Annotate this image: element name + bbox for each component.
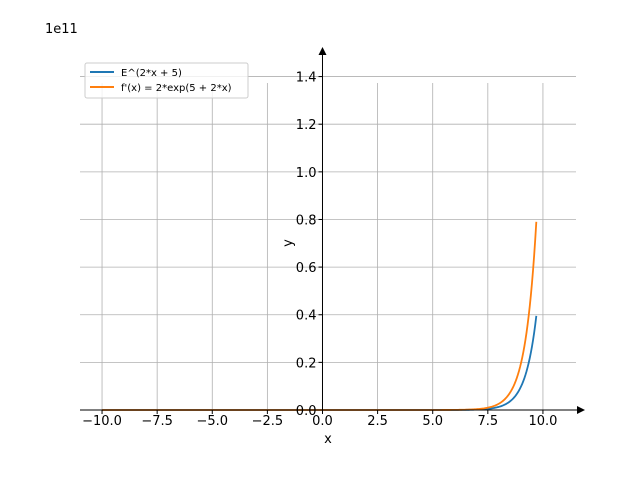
series-line-2 [102, 221, 538, 411]
series-line-1 [102, 315, 538, 411]
y-tick-label-5: 1.0 [296, 166, 317, 181]
legend-label-series-1: E^(2*x + 5) [121, 68, 182, 79]
legend: E^(2*x + 5) f'(x) = 2*exp(5 + 2*x) [84, 62, 249, 99]
x-tick-label-7: 7.5 [477, 414, 498, 429]
curves [102, 221, 538, 411]
x-axis-arrow [577, 406, 585, 414]
ticks: −10.0 −7.5 −5.0 −2.5 0.0 2.5 5.0 7.5 10.0 0.0 0.2 0… [82, 71, 557, 429]
x-tick-label-5: 2.5 [367, 414, 388, 429]
x-axis-label: x [324, 432, 332, 447]
x-tick-label-1: −7.5 [141, 414, 173, 429]
legend-box [84, 62, 249, 99]
y-tick-label-4: 0.8 [296, 213, 317, 228]
x-tick-label-3: −2.5 [252, 414, 284, 429]
x-tick-label-8: 10.0 [528, 414, 557, 429]
y-offset-label: 1e11 [45, 22, 78, 37]
y-tick-label-7: 1.4 [296, 71, 317, 86]
grid [80, 76, 576, 411]
y-tick-label-3: 0.6 [296, 261, 317, 276]
y-tick-label-1: 0.2 [296, 356, 317, 371]
x-tick-label-0: −10.0 [82, 414, 122, 429]
x-tick-label-2: −5.0 [196, 414, 228, 429]
x-tick-label-4: 0.0 [312, 414, 333, 429]
y-tick-label-0: 0.0 [296, 404, 317, 419]
y-tick-label-2: 0.4 [296, 309, 317, 324]
y-axis-arrow [318, 47, 327, 55]
y-axis-label: y [281, 239, 296, 247]
axes [80, 47, 585, 414]
x-tick-label-6: 5.0 [422, 414, 443, 429]
legend-label-series-2: f'(x) = 2*exp(5 + 2*x) [121, 83, 232, 94]
y-tick-label-6: 1.2 [296, 118, 317, 133]
